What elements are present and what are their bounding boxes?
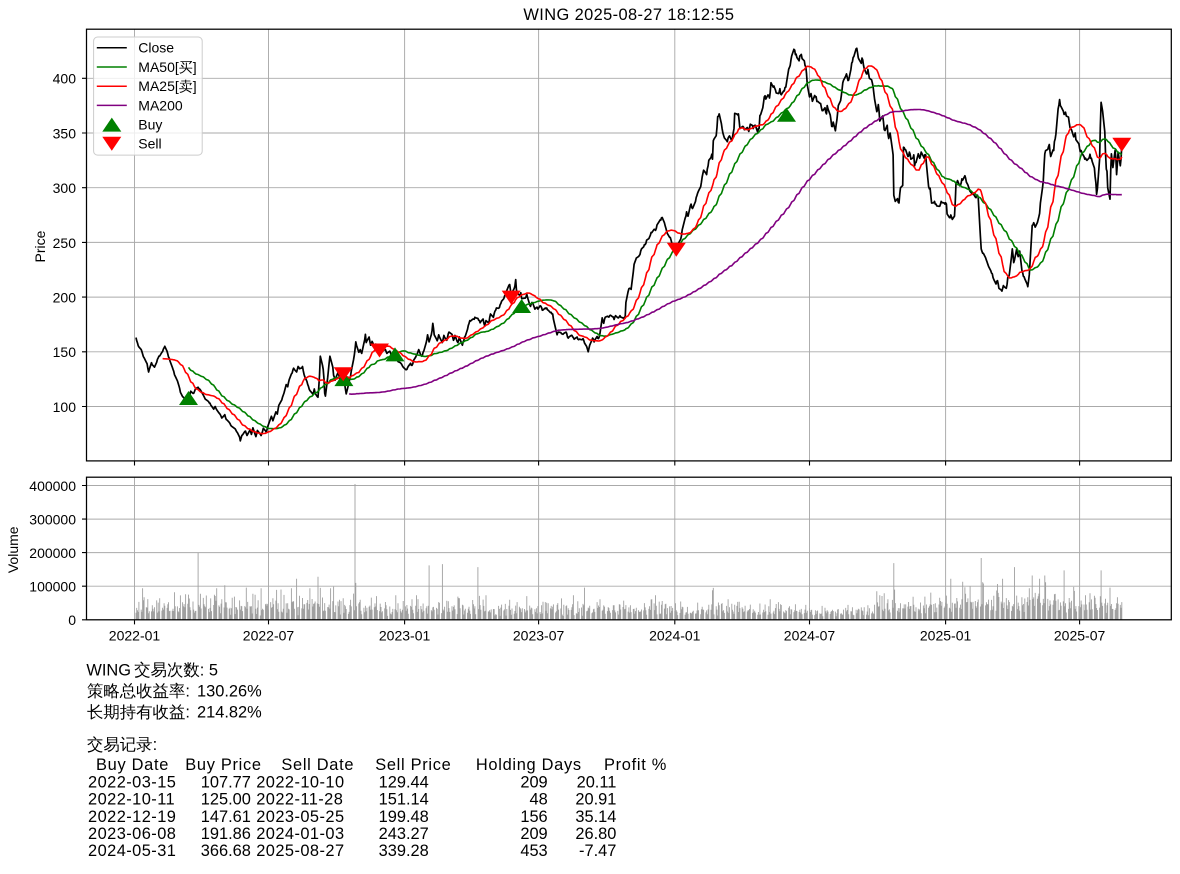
svg-text:200000: 200000: [29, 545, 76, 561]
svg-text:2022-12-19: 2022-12-19: [88, 808, 176, 826]
svg-text:2022-01: 2022-01: [109, 628, 161, 644]
svg-text:Holding Days: Holding Days: [476, 756, 582, 774]
svg-text:Buy Date: Buy Date: [96, 756, 169, 774]
svg-text:339.28: 339.28: [379, 842, 429, 860]
svg-text:243.27: 243.27: [379, 825, 429, 843]
svg-text:Volume: Volume: [5, 526, 21, 573]
svg-text:191.86: 191.86: [201, 825, 251, 843]
svg-text:MA50[: MA50[: [138, 59, 179, 75]
svg-text:209: 209: [520, 825, 547, 843]
svg-text:453: 453: [520, 842, 547, 860]
svg-text:150: 150: [53, 344, 77, 360]
svg-text:300: 300: [53, 180, 77, 196]
svg-text:2022-10-10: 2022-10-10: [256, 773, 344, 791]
svg-text:100: 100: [53, 399, 77, 415]
svg-text:350: 350: [53, 125, 77, 141]
svg-text:2025-07: 2025-07: [1054, 628, 1106, 644]
svg-text:2023-07: 2023-07: [513, 628, 565, 644]
svg-text:26.80: 26.80: [575, 825, 616, 843]
svg-text::: :: [153, 736, 158, 754]
svg-text:2024-07: 2024-07: [784, 628, 836, 644]
svg-text:129.44: 129.44: [379, 773, 429, 791]
svg-text:125.00: 125.00: [201, 791, 251, 809]
svg-text:151.14: 151.14: [379, 791, 429, 809]
svg-text:366.68: 366.68: [201, 842, 251, 860]
svg-text:: 5: : 5: [200, 661, 218, 679]
svg-text:107.77: 107.77: [201, 773, 251, 791]
svg-text:-7.47: -7.47: [579, 842, 616, 860]
svg-text:2022-11-28: 2022-11-28: [256, 791, 343, 809]
svg-text:300000: 300000: [29, 512, 76, 528]
svg-text:2025-01: 2025-01: [920, 628, 972, 644]
svg-text:2025-08-27: 2025-08-27: [256, 842, 344, 860]
svg-text:2022-07: 2022-07: [243, 628, 295, 644]
svg-text:]: ]: [193, 59, 197, 75]
svg-text::: :: [185, 682, 190, 700]
svg-text:2022-10-11: 2022-10-11: [88, 791, 175, 809]
svg-text:20.11: 20.11: [577, 773, 617, 791]
svg-text:WING: WING: [86, 661, 131, 679]
svg-text:2024-05-31: 2024-05-31: [88, 842, 176, 860]
svg-text:2023-01: 2023-01: [379, 628, 431, 644]
svg-text:2023-06-08: 2023-06-08: [88, 825, 176, 843]
svg-text:35.14: 35.14: [575, 808, 616, 826]
svg-text:147.61: 147.61: [201, 808, 251, 826]
svg-text:20.91: 20.91: [575, 791, 616, 809]
svg-text:214.82%: 214.82%: [197, 704, 262, 722]
svg-text:WING 2025-08-27 18:12:55: WING 2025-08-27 18:12:55: [523, 6, 734, 24]
svg-text:Sell Price: Sell Price: [375, 756, 451, 774]
svg-text:MA25[: MA25[: [138, 78, 179, 94]
svg-text:Buy Price: Buy Price: [185, 756, 261, 774]
svg-text:MA200: MA200: [138, 97, 183, 113]
svg-text:400000: 400000: [29, 478, 76, 494]
svg-text:]: ]: [193, 78, 197, 94]
svg-text:199.48: 199.48: [379, 808, 429, 826]
svg-text:130.26%: 130.26%: [197, 682, 262, 700]
svg-text:Sell Date: Sell Date: [281, 756, 354, 774]
svg-text:Sell: Sell: [138, 136, 161, 152]
svg-text:200: 200: [53, 290, 77, 306]
svg-text::: :: [185, 704, 190, 722]
svg-text:Profit %: Profit %: [604, 756, 667, 774]
svg-text:209: 209: [520, 773, 547, 791]
svg-text:400: 400: [53, 71, 77, 87]
svg-text:Price: Price: [32, 230, 48, 262]
svg-text:Buy: Buy: [138, 117, 162, 133]
svg-text:2023-05-25: 2023-05-25: [256, 808, 344, 826]
svg-text:2024-01-03: 2024-01-03: [256, 825, 344, 843]
svg-text:100000: 100000: [29, 579, 76, 595]
svg-text:156: 156: [520, 808, 547, 826]
svg-text:250: 250: [53, 235, 77, 251]
svg-text:2024-01: 2024-01: [649, 628, 701, 644]
svg-text:2022-03-15: 2022-03-15: [88, 773, 176, 791]
svg-text:Close: Close: [138, 40, 174, 56]
svg-text:48: 48: [529, 791, 547, 809]
svg-text:0: 0: [68, 612, 76, 628]
